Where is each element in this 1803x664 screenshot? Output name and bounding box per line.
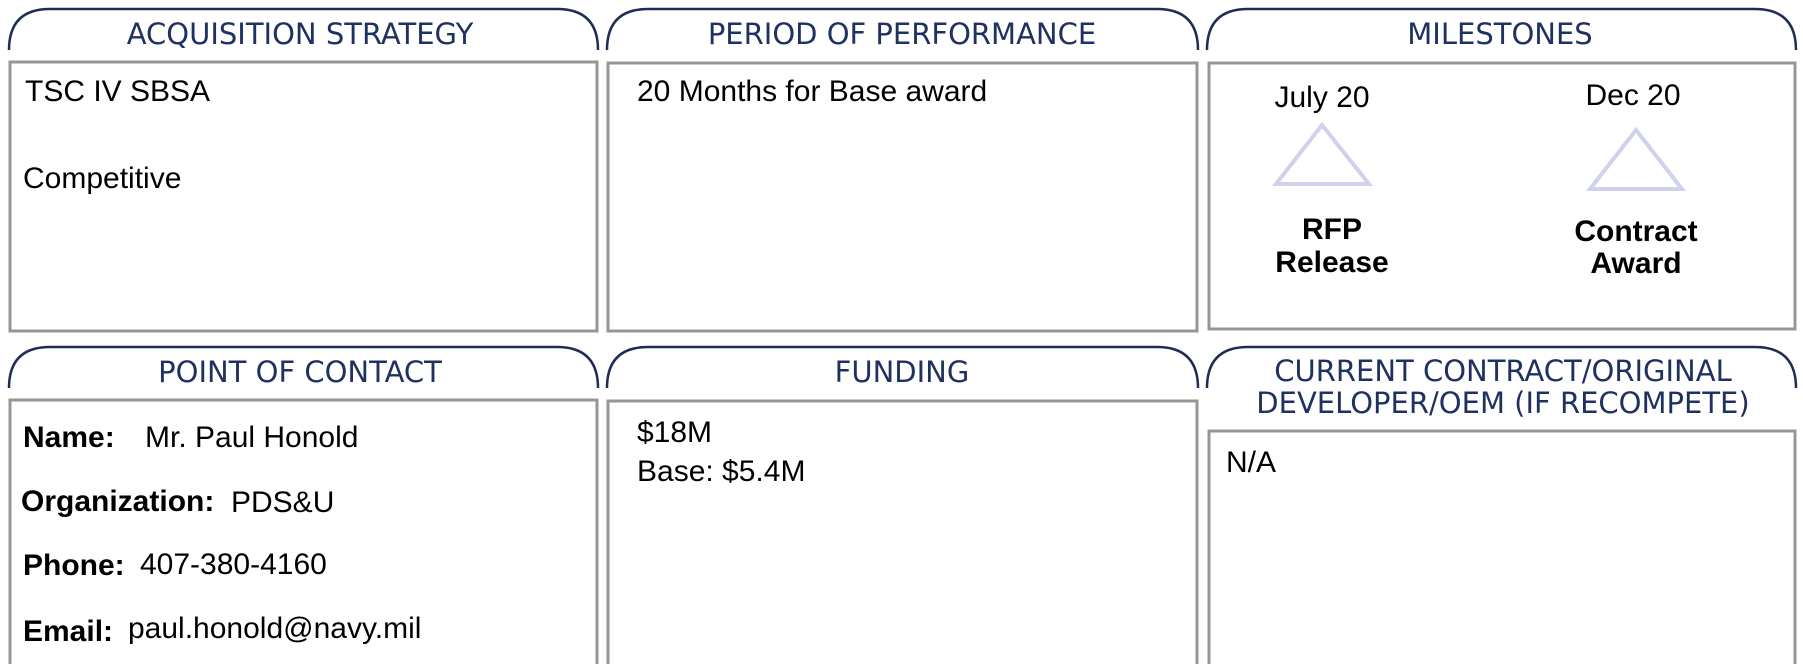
- field-value: PDS&U: [231, 486, 334, 519]
- header-frame: [1205, 7, 1798, 51]
- milestone-label: Release: [1275, 246, 1388, 279]
- panel-box: [8, 60, 599, 333]
- milestone-label: Award: [1590, 247, 1681, 280]
- milestone-label: RFP: [1302, 213, 1362, 246]
- header-frame: [605, 7, 1200, 51]
- text: Competitive: [23, 162, 181, 195]
- panel-title: MILESTONES: [1407, 17, 1592, 51]
- text: TSC IV SBSA: [25, 75, 210, 108]
- field-value: paul.honold@navy.mil: [128, 612, 421, 645]
- header-frame: [605, 345, 1200, 389]
- header-frame: [1205, 345, 1798, 389]
- text: $18M: [637, 416, 712, 449]
- milestone-marker: [1271, 121, 1374, 186]
- field-value: 407-380-4160: [140, 548, 327, 581]
- text: 20 Months for Base award: [637, 75, 987, 108]
- milestone-date: July 20: [1274, 81, 1369, 114]
- panel-title: PERIOD OF PERFORMANCE: [708, 17, 1096, 51]
- field-label: Organization:: [21, 485, 214, 518]
- panel-box: [606, 61, 1199, 333]
- panel-title: CURRENT CONTRACT/ORIGINAL: [1274, 354, 1732, 388]
- text: Base: $5.4M: [637, 455, 805, 488]
- milestone-label: Contract: [1574, 215, 1697, 248]
- text: N/A: [1226, 446, 1276, 479]
- panel-box: [606, 399, 1199, 664]
- panel-title: ACQUISITION STRATEGY: [127, 17, 474, 51]
- panel-box: [1207, 61, 1797, 331]
- header-frame: [7, 7, 600, 51]
- field-value: Mr. Paul Honold: [145, 421, 358, 454]
- panel-box: [8, 398, 599, 664]
- panel-box: [1207, 429, 1797, 664]
- milestone-marker: [1585, 126, 1687, 191]
- field-label: Email:: [23, 615, 113, 648]
- field-label: Name:: [23, 421, 115, 454]
- panel-title: POINT OF CONTACT: [158, 355, 442, 389]
- field-label: Phone:: [23, 549, 125, 582]
- milestone-date: Dec 20: [1585, 79, 1680, 112]
- panel-title: DEVELOPER/OEM (IF RECOMPETE): [1256, 386, 1749, 420]
- panel-title: FUNDING: [835, 355, 970, 389]
- header-frame: [7, 345, 600, 389]
